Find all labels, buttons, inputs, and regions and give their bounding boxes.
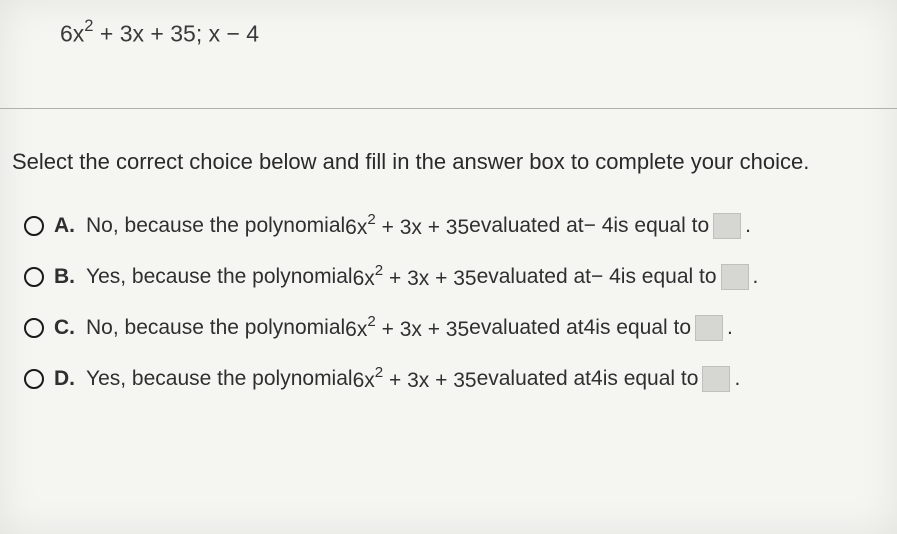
choice-suffix: is equal to — [613, 214, 709, 238]
answer-blank[interactable] — [721, 264, 749, 290]
radio-icon[interactable] — [24, 216, 44, 236]
choice-letter: D. — [54, 367, 76, 391]
poly-rest: + 3x + 35 — [376, 318, 469, 341]
poly-coef: 6x — [353, 267, 375, 290]
radio-icon[interactable] — [24, 267, 44, 287]
choice-text: No, because the polynomial 6x2 + 3x + 35… — [86, 315, 733, 342]
poly-rest: + 3x + 35 — [376, 216, 469, 239]
poly-exp: 2 — [375, 262, 383, 279]
poly-exp: 2 — [367, 313, 375, 330]
choice-text: Yes, because the polynomial 6x2 + 3x + 3… — [86, 264, 758, 291]
poly-rest: + 3x + 35 — [94, 21, 196, 47]
poly-coef: 6x — [345, 216, 367, 239]
choice-letter: A. — [54, 214, 76, 238]
choice-suffix: is equal to — [595, 316, 691, 340]
polynomial-expression: 6x2 + 3x + 35; x − 4 — [0, 18, 897, 88]
choice-suffix: is equal to — [603, 367, 699, 391]
choices-list: A. No, because the polynomial 6x2 + 3x +… — [0, 177, 897, 393]
choice-poly: 6x2 + 3x + 35 — [353, 264, 477, 291]
choice-prefix: No, because the polynomial — [86, 214, 345, 238]
choice-suffix: is equal to — [621, 265, 717, 289]
choice-poly: 6x2 + 3x + 35 — [353, 366, 477, 393]
poly-rest: + 3x + 35 — [383, 369, 476, 392]
choice-prefix: Yes, because the polynomial — [86, 265, 353, 289]
answer-blank[interactable] — [713, 213, 741, 239]
choice-at: − 4 — [591, 265, 621, 289]
choice-mid: evaluated at — [477, 367, 591, 391]
poly-exp: 2 — [375, 364, 383, 381]
poly-coef: 6x — [353, 369, 375, 392]
choice-prefix: Yes, because the polynomial — [86, 367, 353, 391]
choice-poly: 6x2 + 3x + 35 — [345, 213, 469, 240]
choice-mid: evaluated at — [477, 265, 591, 289]
choice-at: 4 — [584, 316, 596, 340]
choice-at: 4 — [591, 367, 603, 391]
question-page: 6x2 + 3x + 35; x − 4 Select the correct … — [0, 0, 897, 534]
choice-mid: evaluated at — [469, 316, 583, 340]
poly-exp: 2 — [367, 211, 375, 228]
choice-a[interactable]: A. No, because the polynomial 6x2 + 3x +… — [24, 213, 885, 240]
poly-term1: 6x — [60, 21, 84, 47]
choice-poly: 6x2 + 3x + 35 — [345, 315, 469, 342]
choice-at: − 4 — [584, 214, 614, 238]
poly-coef: 6x — [345, 318, 367, 341]
choice-text: Yes, because the polynomial 6x2 + 3x + 3… — [86, 366, 740, 393]
choice-period: . — [745, 214, 751, 238]
poly-exponent: 2 — [84, 16, 93, 35]
choice-text: No, because the polynomial 6x2 + 3x + 35… — [86, 213, 751, 240]
choice-period: . — [727, 316, 733, 340]
choice-c[interactable]: C. No, because the polynomial 6x2 + 3x +… — [24, 315, 885, 342]
answer-blank[interactable] — [702, 366, 730, 392]
polynomial: 6x2 + 3x + 35; x − 4 — [60, 18, 259, 48]
answer-blank[interactable] — [695, 315, 723, 341]
instruction-text: Select the correct choice below and fill… — [0, 109, 897, 177]
choice-d[interactable]: D. Yes, because the polynomial 6x2 + 3x … — [24, 366, 885, 393]
choice-mid: evaluated at — [469, 214, 583, 238]
choice-period: . — [753, 265, 759, 289]
radio-icon[interactable] — [24, 369, 44, 389]
choice-period: . — [734, 367, 740, 391]
poly-rest: + 3x + 35 — [383, 267, 476, 290]
choice-b[interactable]: B. Yes, because the polynomial 6x2 + 3x … — [24, 264, 885, 291]
poly-divider: ; x − 4 — [196, 21, 259, 47]
choice-prefix: No, because the polynomial — [86, 316, 345, 340]
radio-icon[interactable] — [24, 318, 44, 338]
choice-letter: C. — [54, 316, 76, 340]
choice-letter: B. — [54, 265, 76, 289]
